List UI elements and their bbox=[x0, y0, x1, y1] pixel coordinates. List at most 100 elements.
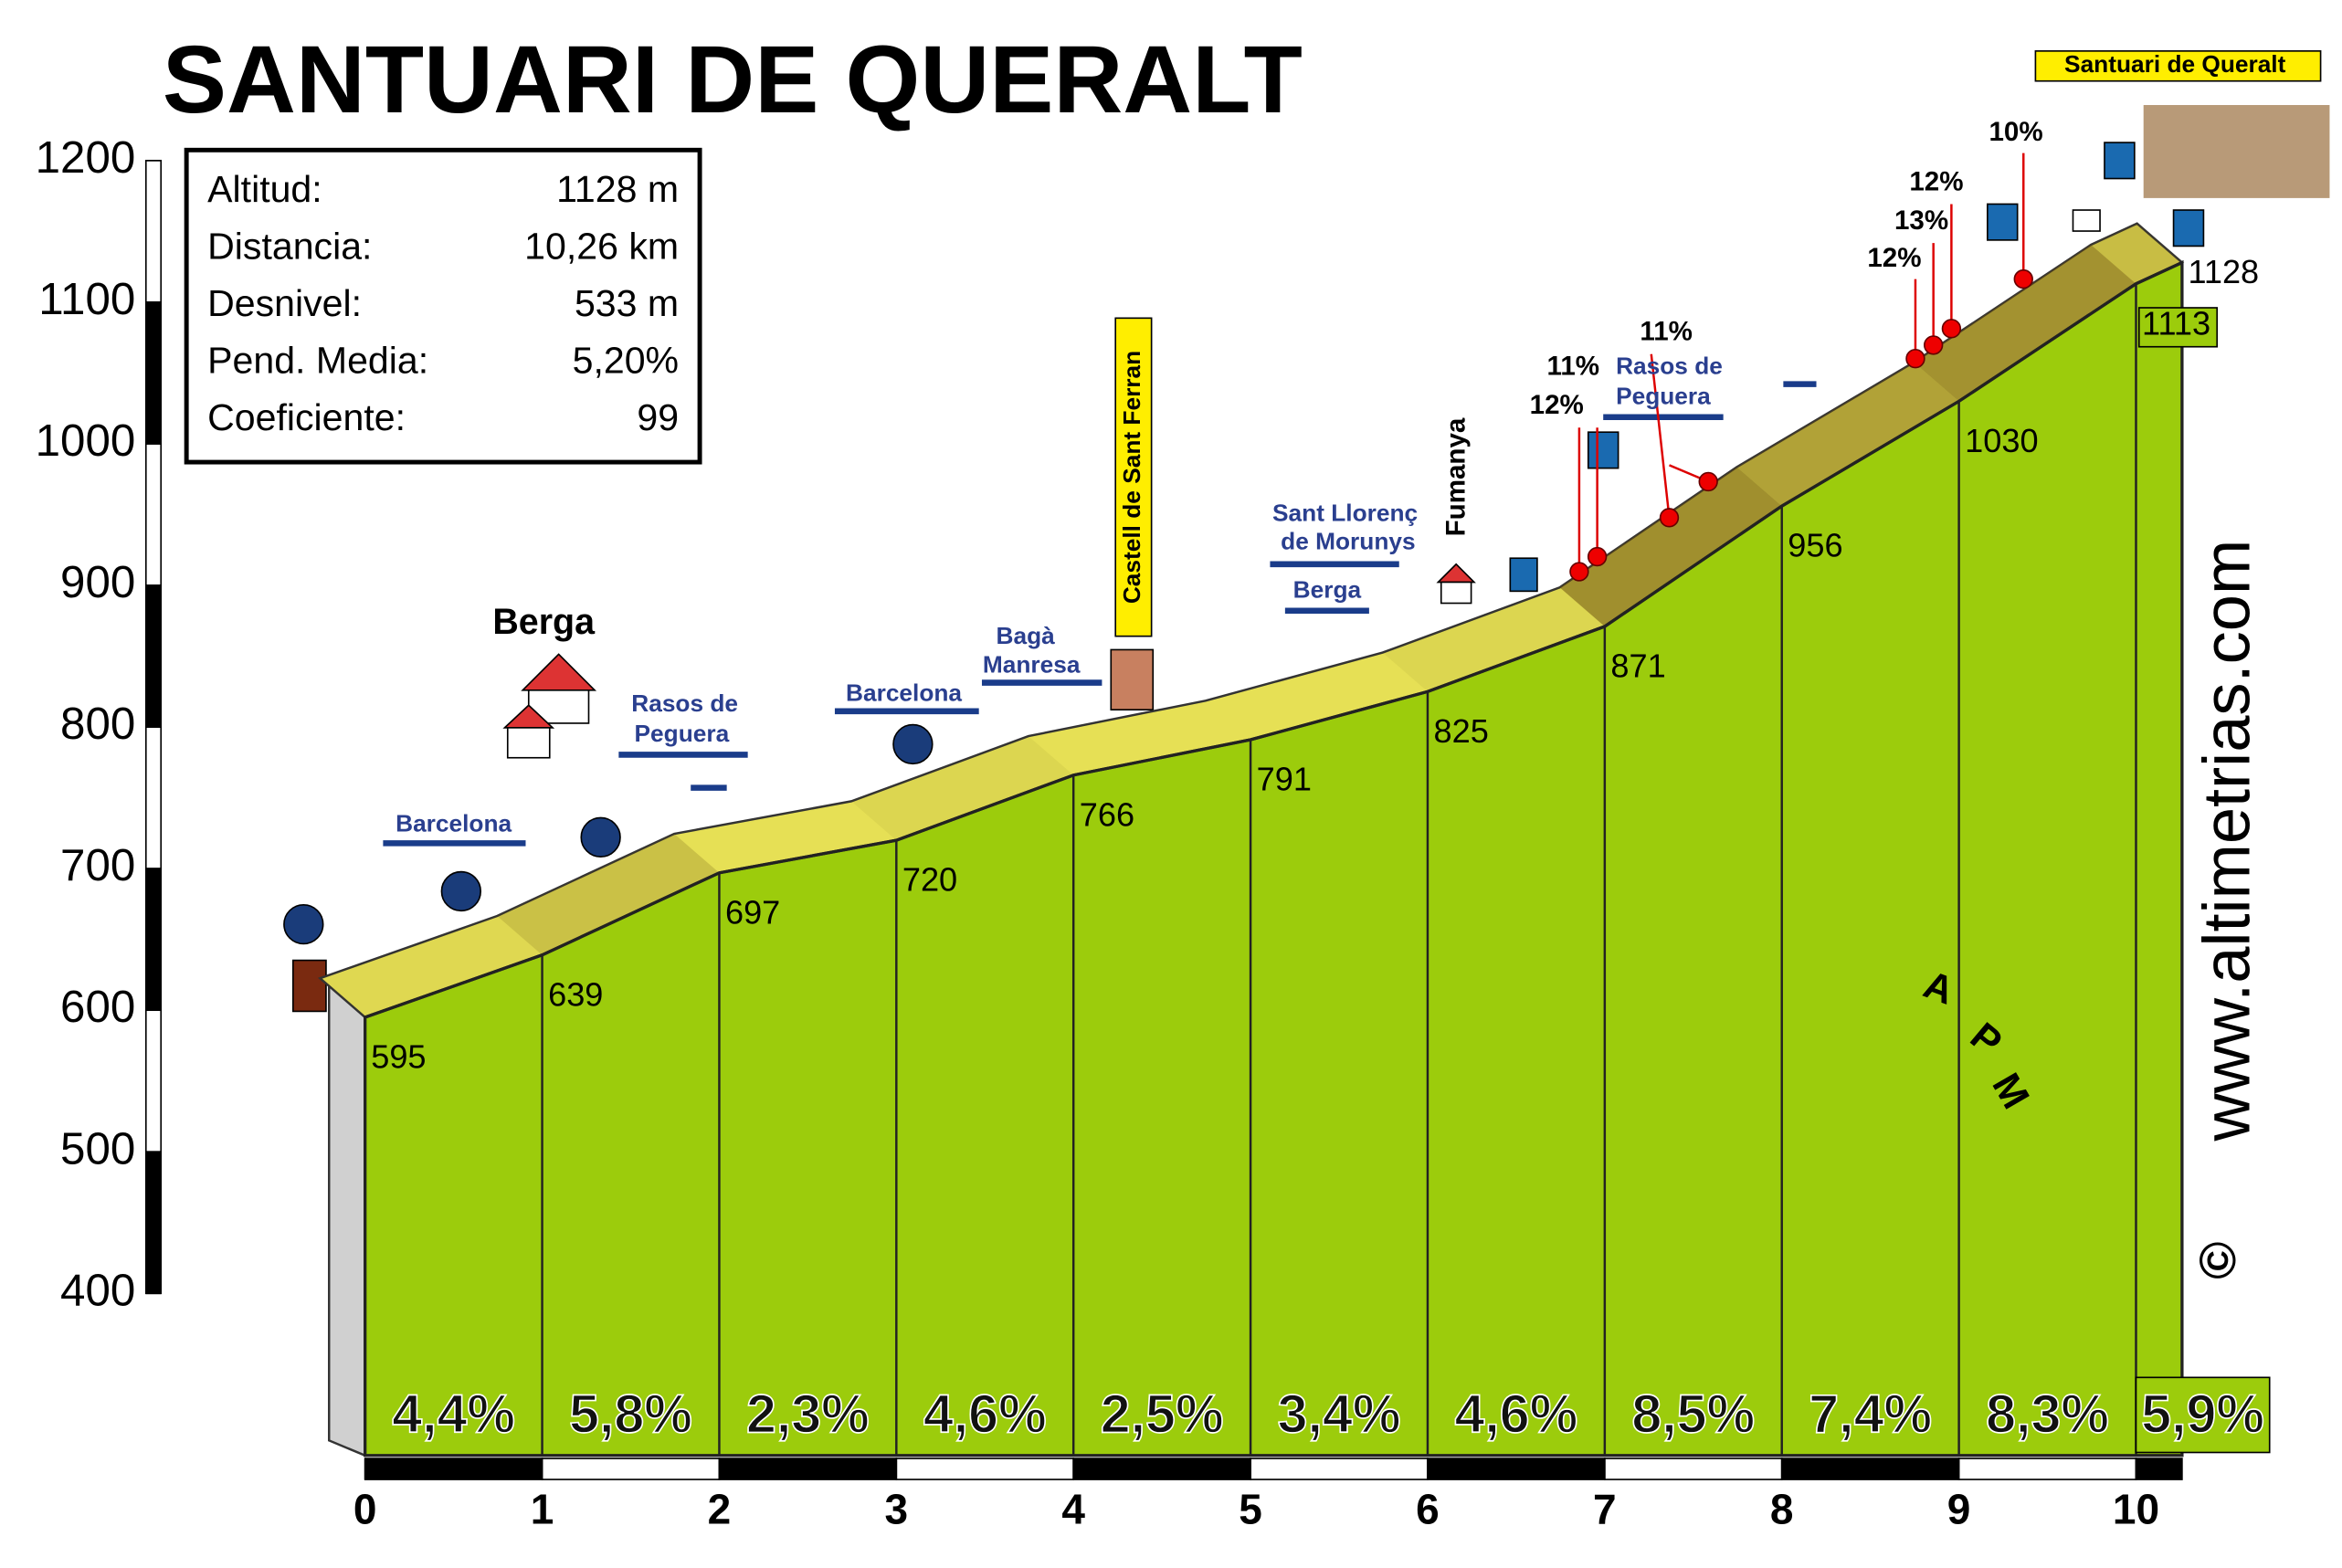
km-bar-segment bbox=[364, 1458, 543, 1480]
axis-bar-segment bbox=[144, 301, 163, 445]
gradient-label: 2,3% bbox=[746, 1383, 870, 1444]
elevation-label: 1030 bbox=[1965, 422, 2038, 459]
direction-arrows bbox=[383, 381, 1817, 847]
stat-value: 533 m bbox=[575, 282, 679, 324]
side-wall bbox=[328, 975, 366, 1458]
hotel-icon bbox=[1509, 557, 1538, 593]
gradient-box bbox=[2135, 1376, 2271, 1454]
km-bar-segment bbox=[1780, 1458, 1960, 1480]
gradient-label: 3,4% bbox=[1278, 1383, 1401, 1444]
elevation-label: 697 bbox=[725, 893, 780, 931]
annotation: 13% bbox=[1894, 205, 1948, 236]
marker-dot bbox=[1698, 471, 1718, 492]
house-icon bbox=[1436, 563, 1476, 584]
annotation: Rasos de bbox=[1616, 352, 1723, 379]
axis-bar-segment bbox=[144, 868, 163, 1012]
km-bar-segment bbox=[718, 1458, 898, 1480]
axis-bar-segment bbox=[144, 1151, 163, 1295]
y-tick-label: 1100 bbox=[38, 274, 135, 324]
y-tick-label: 800 bbox=[60, 699, 135, 749]
x-tick-label: 3 bbox=[885, 1485, 909, 1532]
x-tick-label: 10 bbox=[2113, 1485, 2159, 1532]
sanctuary-photo bbox=[2143, 105, 2330, 198]
elevation-label: 956 bbox=[1788, 527, 1842, 564]
road-shade bbox=[1736, 362, 1959, 507]
house-icon bbox=[521, 653, 597, 691]
annotation: Rasos de bbox=[631, 689, 738, 717]
x-tick-label: 7 bbox=[1593, 1485, 1617, 1532]
parking-icon bbox=[1587, 431, 1619, 469]
km-bar-segment bbox=[1957, 1458, 2137, 1480]
gradient-label: 7,4% bbox=[1809, 1383, 1932, 1444]
stat-label: Coeficiente: bbox=[207, 396, 406, 438]
stat-value: 99 bbox=[637, 396, 679, 438]
roundabout-icon bbox=[440, 870, 482, 912]
road-shade bbox=[320, 915, 543, 1017]
house-icon bbox=[1440, 581, 1472, 605]
km-bar-segment bbox=[541, 1458, 721, 1480]
label-background bbox=[2034, 50, 2322, 82]
x-tick-label: 6 bbox=[1416, 1485, 1440, 1532]
x-tick-label: 8 bbox=[1770, 1485, 1794, 1532]
km-bar-segment bbox=[1604, 1458, 1783, 1480]
road-shade bbox=[497, 834, 720, 955]
label-background bbox=[1114, 317, 1153, 637]
stat-label: Desnivel: bbox=[207, 282, 362, 324]
annotation: Barcelona bbox=[396, 810, 512, 837]
annotation: Barcelona bbox=[846, 679, 962, 707]
elevation-label: 720 bbox=[902, 861, 957, 899]
label-box bbox=[2137, 307, 2219, 348]
elevation-label: 595 bbox=[371, 1037, 426, 1075]
annotation: Sant Llorenç bbox=[1272, 500, 1418, 527]
tunnel-icon bbox=[291, 959, 327, 1013]
elevation-label: 639 bbox=[548, 975, 603, 1013]
stat-label: Altitud: bbox=[207, 168, 322, 210]
marker-line bbox=[1650, 353, 1671, 518]
y-tick-label: 1200 bbox=[36, 132, 136, 183]
y-tick-label: 500 bbox=[60, 1123, 135, 1173]
axis-bar-segment bbox=[144, 443, 163, 586]
gradient-label: 8,5% bbox=[1631, 1383, 1755, 1444]
km-bar-segment bbox=[1250, 1458, 1429, 1480]
km-bar-segment bbox=[1427, 1458, 1606, 1480]
annotation: Santuari de Queralt bbox=[2064, 50, 2286, 78]
x-tick-label: 1 bbox=[531, 1485, 554, 1532]
annotation: Castell de Sant Ferran bbox=[1118, 351, 1145, 604]
marker-dot bbox=[1569, 562, 1589, 582]
house-icon bbox=[2072, 209, 2101, 232]
annotation: de Morunys bbox=[1281, 528, 1415, 555]
annotation: © bbox=[2189, 1242, 2246, 1279]
castle-icon bbox=[1110, 648, 1155, 710]
stat-value: 5,20% bbox=[573, 339, 679, 381]
elevation-label: 1128 bbox=[2188, 253, 2259, 290]
x-tick-label: 0 bbox=[353, 1485, 377, 1532]
marker-dot bbox=[1659, 508, 1680, 528]
y-tick-label: 700 bbox=[60, 840, 135, 890]
roundabout-icon bbox=[580, 816, 621, 858]
axis-bar-segment bbox=[144, 1009, 163, 1153]
x-tick-label: 2 bbox=[708, 1485, 732, 1532]
profile-line bbox=[364, 260, 2183, 1019]
gradient-label: 2,5% bbox=[1101, 1383, 1224, 1444]
x-tick-label: 4 bbox=[1061, 1485, 1085, 1532]
annotation: Peguera bbox=[635, 720, 730, 747]
road-shade bbox=[851, 736, 1074, 841]
parking-icon bbox=[1987, 203, 2019, 241]
y-tick-label: 400 bbox=[60, 1265, 135, 1315]
annotation: Peguera bbox=[1616, 382, 1711, 409]
gradient-label: 5,8% bbox=[569, 1383, 692, 1444]
elevation-label: 871 bbox=[1610, 647, 1665, 685]
annotation: 11% bbox=[1547, 351, 1600, 381]
annotation: 12% bbox=[1909, 166, 1963, 196]
parking-icon bbox=[2104, 142, 2136, 180]
km-bar-segment bbox=[1072, 1458, 1251, 1480]
annotation: 10% bbox=[1989, 117, 2042, 147]
elevation-label: 766 bbox=[1080, 795, 1134, 833]
annotation: 12% bbox=[1530, 390, 1584, 420]
elevation-label: 825 bbox=[1434, 712, 1489, 750]
house-icon bbox=[506, 727, 551, 759]
road-shade bbox=[1559, 467, 1782, 626]
gradient-label: 4,6% bbox=[1454, 1383, 1577, 1444]
annotation: Bagà bbox=[997, 622, 1056, 649]
